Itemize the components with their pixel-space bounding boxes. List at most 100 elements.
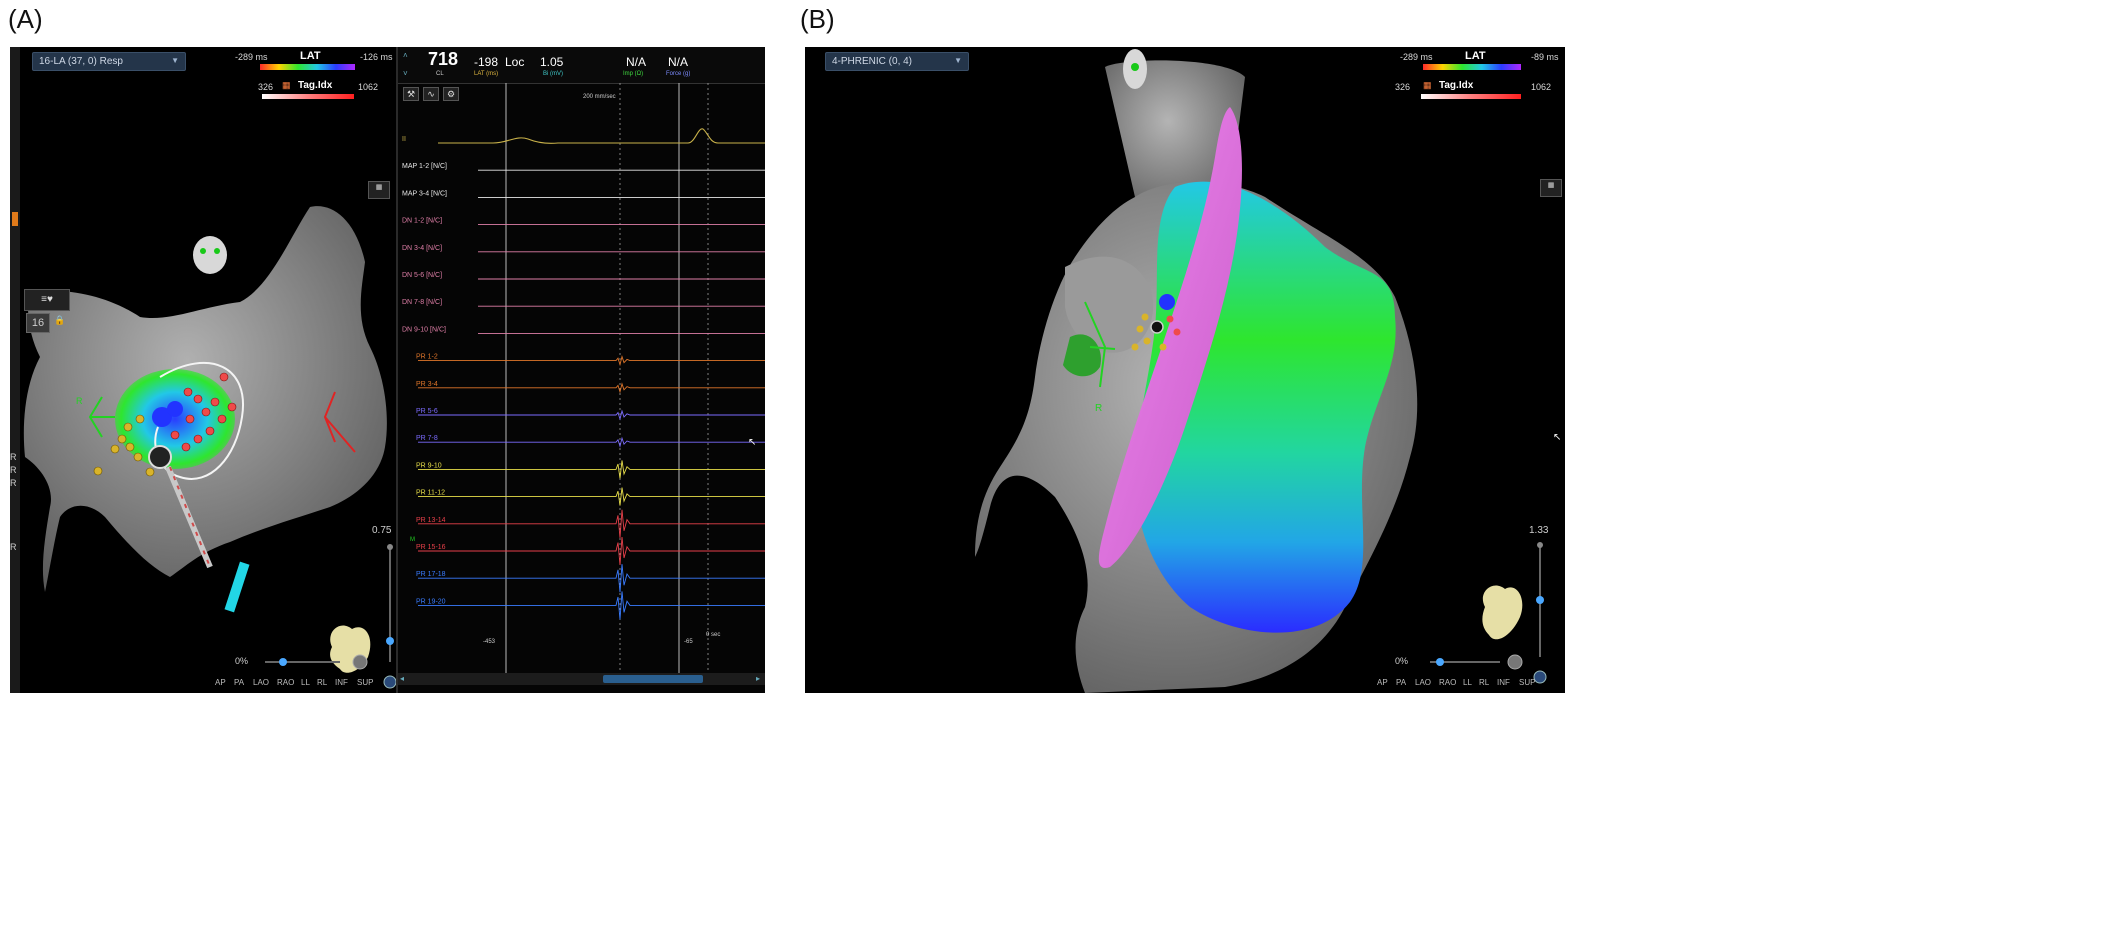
scroll-left-icon[interactable]: ◂ — [400, 674, 405, 683]
lat-min-label: -289 ms — [235, 52, 268, 62]
mouse-cursor-icon: ↖ — [748, 437, 757, 448]
ecg-scrollbar[interactable]: ◂ ▸ — [398, 673, 765, 685]
view-rao-button-b[interactable]: RAO — [1439, 678, 1457, 687]
ecg-channel-label[interactable]: PR 9-10 — [416, 462, 442, 469]
chevron-down-icon-b: ▼ — [954, 56, 962, 65]
transparency-slider-handle-b[interactable] — [1436, 658, 1444, 666]
ecg-channel-label[interactable]: PR 17-18 — [416, 571, 446, 578]
view-rao-button[interactable]: RAO — [277, 678, 295, 687]
view-pa-button-b[interactable]: PA — [1396, 678, 1407, 687]
ecg-channel-label[interactable]: PR 1-2 — [416, 354, 438, 361]
orientation-r-label-b: R — [1095, 403, 1103, 414]
collapse-chevron-icon[interactable]: ˄ — [403, 51, 408, 60]
view-sup-button[interactable]: SUP — [357, 678, 374, 687]
ecg-channel-label[interactable]: PR 7-8 — [416, 435, 438, 442]
ecg-channel-label[interactable]: PR 13-14 — [416, 517, 446, 524]
zoom-slider-top[interactable] — [387, 544, 393, 550]
view-rl-button[interactable]: RL — [317, 678, 328, 687]
scroll-right-icon[interactable]: ▸ — [756, 674, 761, 683]
map-select-dropdown-a[interactable]: 16-LA (37, 0) Resp ▼ — [32, 52, 186, 71]
view-pa-button[interactable]: PA — [234, 678, 245, 687]
chevron-down-icon: ▼ — [171, 56, 179, 65]
ecg-channel-label[interactable]: DN 3-4 [N/C] — [402, 245, 442, 252]
view-inf-button-b[interactable]: INF — [1497, 678, 1510, 687]
ecg-channel-label[interactable]: PR 19-20 — [416, 598, 446, 605]
lat-legend-b: -289 ms LAT -89 ms — [1395, 50, 1565, 90]
green-patch-b — [1063, 334, 1101, 377]
zoom-slider-handle[interactable] — [386, 637, 394, 645]
lat-earliest-blob-2 — [167, 401, 183, 417]
transparency-percent-a: 0% — [235, 656, 249, 666]
ecg-trace — [418, 564, 765, 593]
lat-legend-title-b: LAT — [1465, 50, 1486, 62]
wave-tool-icon[interactable]: ∿ — [423, 87, 439, 101]
caliper-tool-icon[interactable]: ⚒ — [403, 87, 419, 101]
tag-settings-icon-b[interactable]: ▦ — [1540, 179, 1562, 197]
ecg-scrollbar-thumb[interactable] — [603, 675, 703, 683]
view-inf-button[interactable]: INF — [335, 678, 348, 687]
panel-a: 16-LA (37, 0) Resp ▼ -289 ms LAT -126 ms… — [10, 47, 765, 693]
view-sup-button-b[interactable]: SUP — [1519, 678, 1536, 687]
atrial-3d-map-view[interactable] — [10, 47, 398, 693]
ecg-channel-label[interactable]: DN 7-8 [N/C] — [402, 299, 442, 306]
transparency-slider-handle[interactable] — [279, 658, 287, 666]
force-label: Force (g) — [666, 71, 691, 77]
tag-legend-title-b: Tag.Idx — [1439, 80, 1474, 91]
phrenic-3d-map-view[interactable]: ↖ — [805, 47, 1565, 693]
figure-label-a: (A) — [8, 4, 43, 34]
heart-filter-icon[interactable]: ≡♥ — [24, 289, 70, 311]
view-sphere-icon-b[interactable] — [1507, 654, 1523, 670]
view-ap-button-b[interactable]: AP — [1377, 678, 1388, 687]
ecg-channel-label[interactable]: DN 9-10 [N/C] — [402, 326, 446, 333]
ecg-channel-label[interactable]: PR 11-12 — [416, 490, 445, 497]
time-marker-label: 0 sec — [706, 632, 721, 638]
map-number-box[interactable]: 16 — [26, 313, 50, 333]
force-value: N/A — [668, 55, 689, 69]
phrenic-nerve-band — [1098, 107, 1242, 568]
ecg-channel-label[interactable]: PR 5-6 — [416, 408, 438, 415]
ecg-trace — [418, 509, 765, 538]
lat-legend-a: -289 ms LAT -126 ms — [230, 50, 400, 90]
ecg-channel-label[interactable]: MAP 1-2 [N/C] — [402, 163, 447, 170]
view-ll-button-b[interactable]: LL — [1463, 678, 1472, 687]
ecg-channel-label[interactable]: DN 1-2 [N/C] — [402, 218, 442, 225]
tag-color-bar-b — [1421, 94, 1521, 99]
map-select-dropdown-b[interactable]: 4-PHRENIC (0, 4) ▼ — [825, 52, 969, 71]
lat-color-patch — [115, 369, 235, 469]
zoom-slider-top-b[interactable] — [1537, 542, 1543, 548]
tag-settings-icon[interactable]: ▦ — [368, 181, 390, 199]
view-ap-button[interactable]: AP — [215, 678, 226, 687]
tag-min-label-b: 326 — [1395, 82, 1411, 92]
gear-icon[interactable]: ⚙ — [443, 87, 459, 101]
view-ll-button[interactable]: LL — [301, 678, 310, 687]
tag-min-label: 326 — [258, 82, 274, 92]
ablation-tags-yellow — [93, 414, 155, 477]
tag-legend-title: Tag.Idx — [298, 80, 333, 91]
ecg-channel-label[interactable]: DN 5-6 [N/C] — [402, 272, 442, 279]
imp-value: N/A — [626, 55, 647, 69]
lat-color-bar-b — [1423, 64, 1521, 70]
tag-index-icon: ▦ — [282, 80, 291, 90]
loc-label: Loc — [505, 55, 525, 69]
lat-earliest-blob — [152, 407, 172, 427]
view-sphere-icon[interactable] — [352, 654, 368, 670]
ecg-channel-label[interactable]: PR 3-4 — [416, 381, 438, 388]
left-mark-4: R — [10, 542, 17, 552]
view-rl-button-b[interactable]: RL — [1479, 678, 1490, 687]
catheter — [148, 445, 213, 569]
electrogram-traces[interactable]: II MAP 1-2 [N/C] MAP 3-4 [N/C] DN 1-2 [N/C]… — [398, 83, 765, 683]
ecg-header-bar: ˄ ˅ 718 CL -198 LAT (ms) Loc 1.05 Bi (mV… — [398, 47, 765, 84]
tag-legend-b: 326 ▦ Tag.Idx 1062 — [1395, 79, 1565, 103]
expand-chevron-icon[interactable]: ˅ — [403, 69, 408, 78]
ecg-channel-label[interactable]: PR 15-16 — [416, 544, 446, 551]
ecg-channel-label[interactable]: II — [402, 136, 406, 143]
view-lao-button[interactable]: LAO — [253, 678, 270, 687]
zoom-slider-handle-b[interactable] — [1536, 596, 1544, 604]
bi-value: 1.05 — [540, 55, 564, 69]
zoom-reset-button-b[interactable] — [1533, 670, 1547, 684]
lat-legend-title: LAT — [300, 50, 321, 62]
ablation-tags-red — [170, 372, 237, 452]
view-lao-button-b[interactable]: LAO — [1415, 678, 1432, 687]
lock-icon[interactable]: 🔒 — [54, 315, 66, 325]
ecg-channel-label[interactable]: MAP 3-4 [N/C] — [402, 190, 447, 197]
